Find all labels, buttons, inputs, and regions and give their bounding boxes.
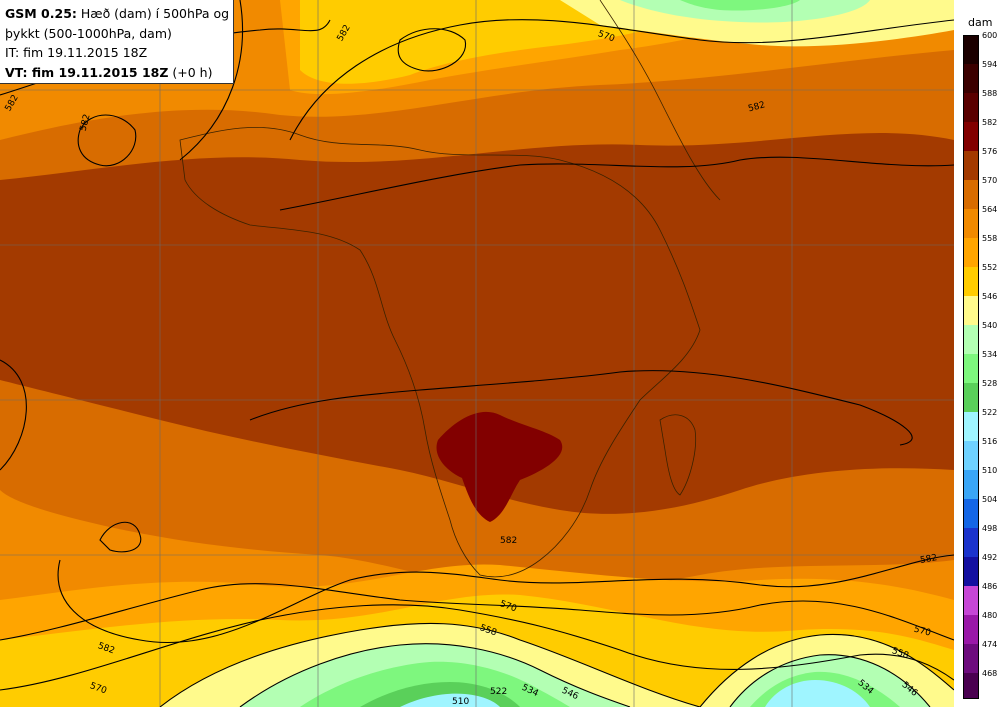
initial-time: IT: fim 19.11.2015 18Z (5, 45, 148, 60)
band-522-south (400, 693, 500, 707)
legend-label-588: 588 (982, 89, 998, 98)
contours (0, 0, 954, 707)
band-576 (0, 133, 954, 514)
valid-time: VT: fim 19.11.2015 18Z (+0 h) (5, 63, 228, 83)
legend-swatch-504 (963, 499, 979, 528)
legend-label-474: 474 (982, 640, 998, 649)
legend-swatch-510 (963, 470, 979, 499)
legend-swatch-582 (963, 122, 979, 151)
legend-swatch-558 (963, 238, 979, 267)
legend-swatch-492 (963, 557, 979, 586)
legend-label-594: 594 (982, 60, 998, 69)
contour-label-570-southeast: 570 (913, 625, 932, 639)
legend-label-576: 576 (982, 147, 998, 156)
legend-label-480: 480 (982, 611, 998, 620)
legend-label-546: 546 (982, 292, 998, 301)
legend-swatch-498 (963, 528, 979, 557)
legend-label-528: 528 (982, 379, 998, 388)
legend-label-558: 558 (982, 234, 998, 243)
legend-label-486: 486 (982, 582, 998, 591)
legend-label-552: 552 (982, 263, 998, 272)
contour-label-582-east: 582 (919, 553, 938, 566)
band-582-core (436, 411, 563, 522)
legend-unit: dam (968, 16, 993, 29)
legend-swatch-486 (963, 586, 979, 615)
legend-swatch-480 (963, 615, 979, 644)
legend-label-564: 564 (982, 205, 998, 214)
legend-label-498: 498 (982, 524, 998, 533)
legend-label-570: 570 (982, 176, 998, 185)
band-540-north (620, 0, 870, 23)
map-info-box: GSM 0.25: Hæð (dam) í 500hPa og þykkt (5… (0, 0, 234, 84)
forecast-offset: (+0 h) (172, 64, 213, 80)
legend-swatch-546 (963, 296, 979, 325)
weather-map: 582 582 582 570 582 582 582 582 570 570 … (0, 0, 954, 707)
graticule (0, 0, 954, 707)
variable-description-2: þykkt (500-1000hPa, dam) (5, 25, 172, 41)
legend-swatch-576 (963, 151, 979, 180)
contour-label-522-south: 522 (490, 687, 507, 697)
legend-label-600: 600 (982, 31, 998, 40)
legend-label-492: 492 (982, 553, 998, 562)
legend-swatch-516 (963, 441, 979, 470)
contour-label-582-nw: 582 (79, 113, 93, 132)
legend-label-522: 522 (982, 408, 998, 417)
band-534-north (680, 0, 800, 11)
legend-swatch-588 (963, 93, 979, 122)
band-522-southeast (765, 680, 870, 707)
legend-swatch-600 (963, 35, 979, 64)
legend-swatch-540 (963, 325, 979, 354)
legend-swatch-570 (963, 180, 979, 209)
legend-swatch-564 (963, 209, 979, 238)
legend-label-540: 540 (982, 321, 998, 330)
legend-swatch-528 (963, 383, 979, 412)
model-description: GSM 0.25: Hæð (dam) í 500hPa og (5, 4, 230, 24)
legend-swatch-534 (963, 354, 979, 383)
valid-time-label: VT: fim 19.11.2015 18Z (5, 64, 169, 80)
legend-swatch-474 (963, 644, 979, 673)
legend-swatch-594 (963, 64, 979, 93)
legend-swatch-522 (963, 412, 979, 441)
variable-description: Hæð (dam) í 500hPa og (80, 6, 230, 21)
legend-label-504: 504 (982, 495, 998, 504)
color-legend: dam 600 594 588 582 576 570 564 558 552 546 540 534… (954, 0, 1000, 707)
legend-label-510: 510 (982, 466, 998, 475)
contour-label-582-ne: 582 (747, 100, 766, 114)
model-name: GSM 0.25: (5, 6, 77, 21)
legend-label-468: 468 (982, 669, 998, 678)
contour-label-510-south: 510 (452, 697, 469, 707)
legend-label-582: 582 (982, 118, 998, 127)
legend-swatch-552 (963, 267, 979, 296)
contour-label-582-southafrica: 582 (500, 536, 517, 546)
coastlines (179, 0, 721, 578)
legend-label-534: 534 (982, 350, 998, 359)
legend-label-516: 516 (982, 437, 998, 446)
legend-swatch-468 (963, 673, 979, 699)
